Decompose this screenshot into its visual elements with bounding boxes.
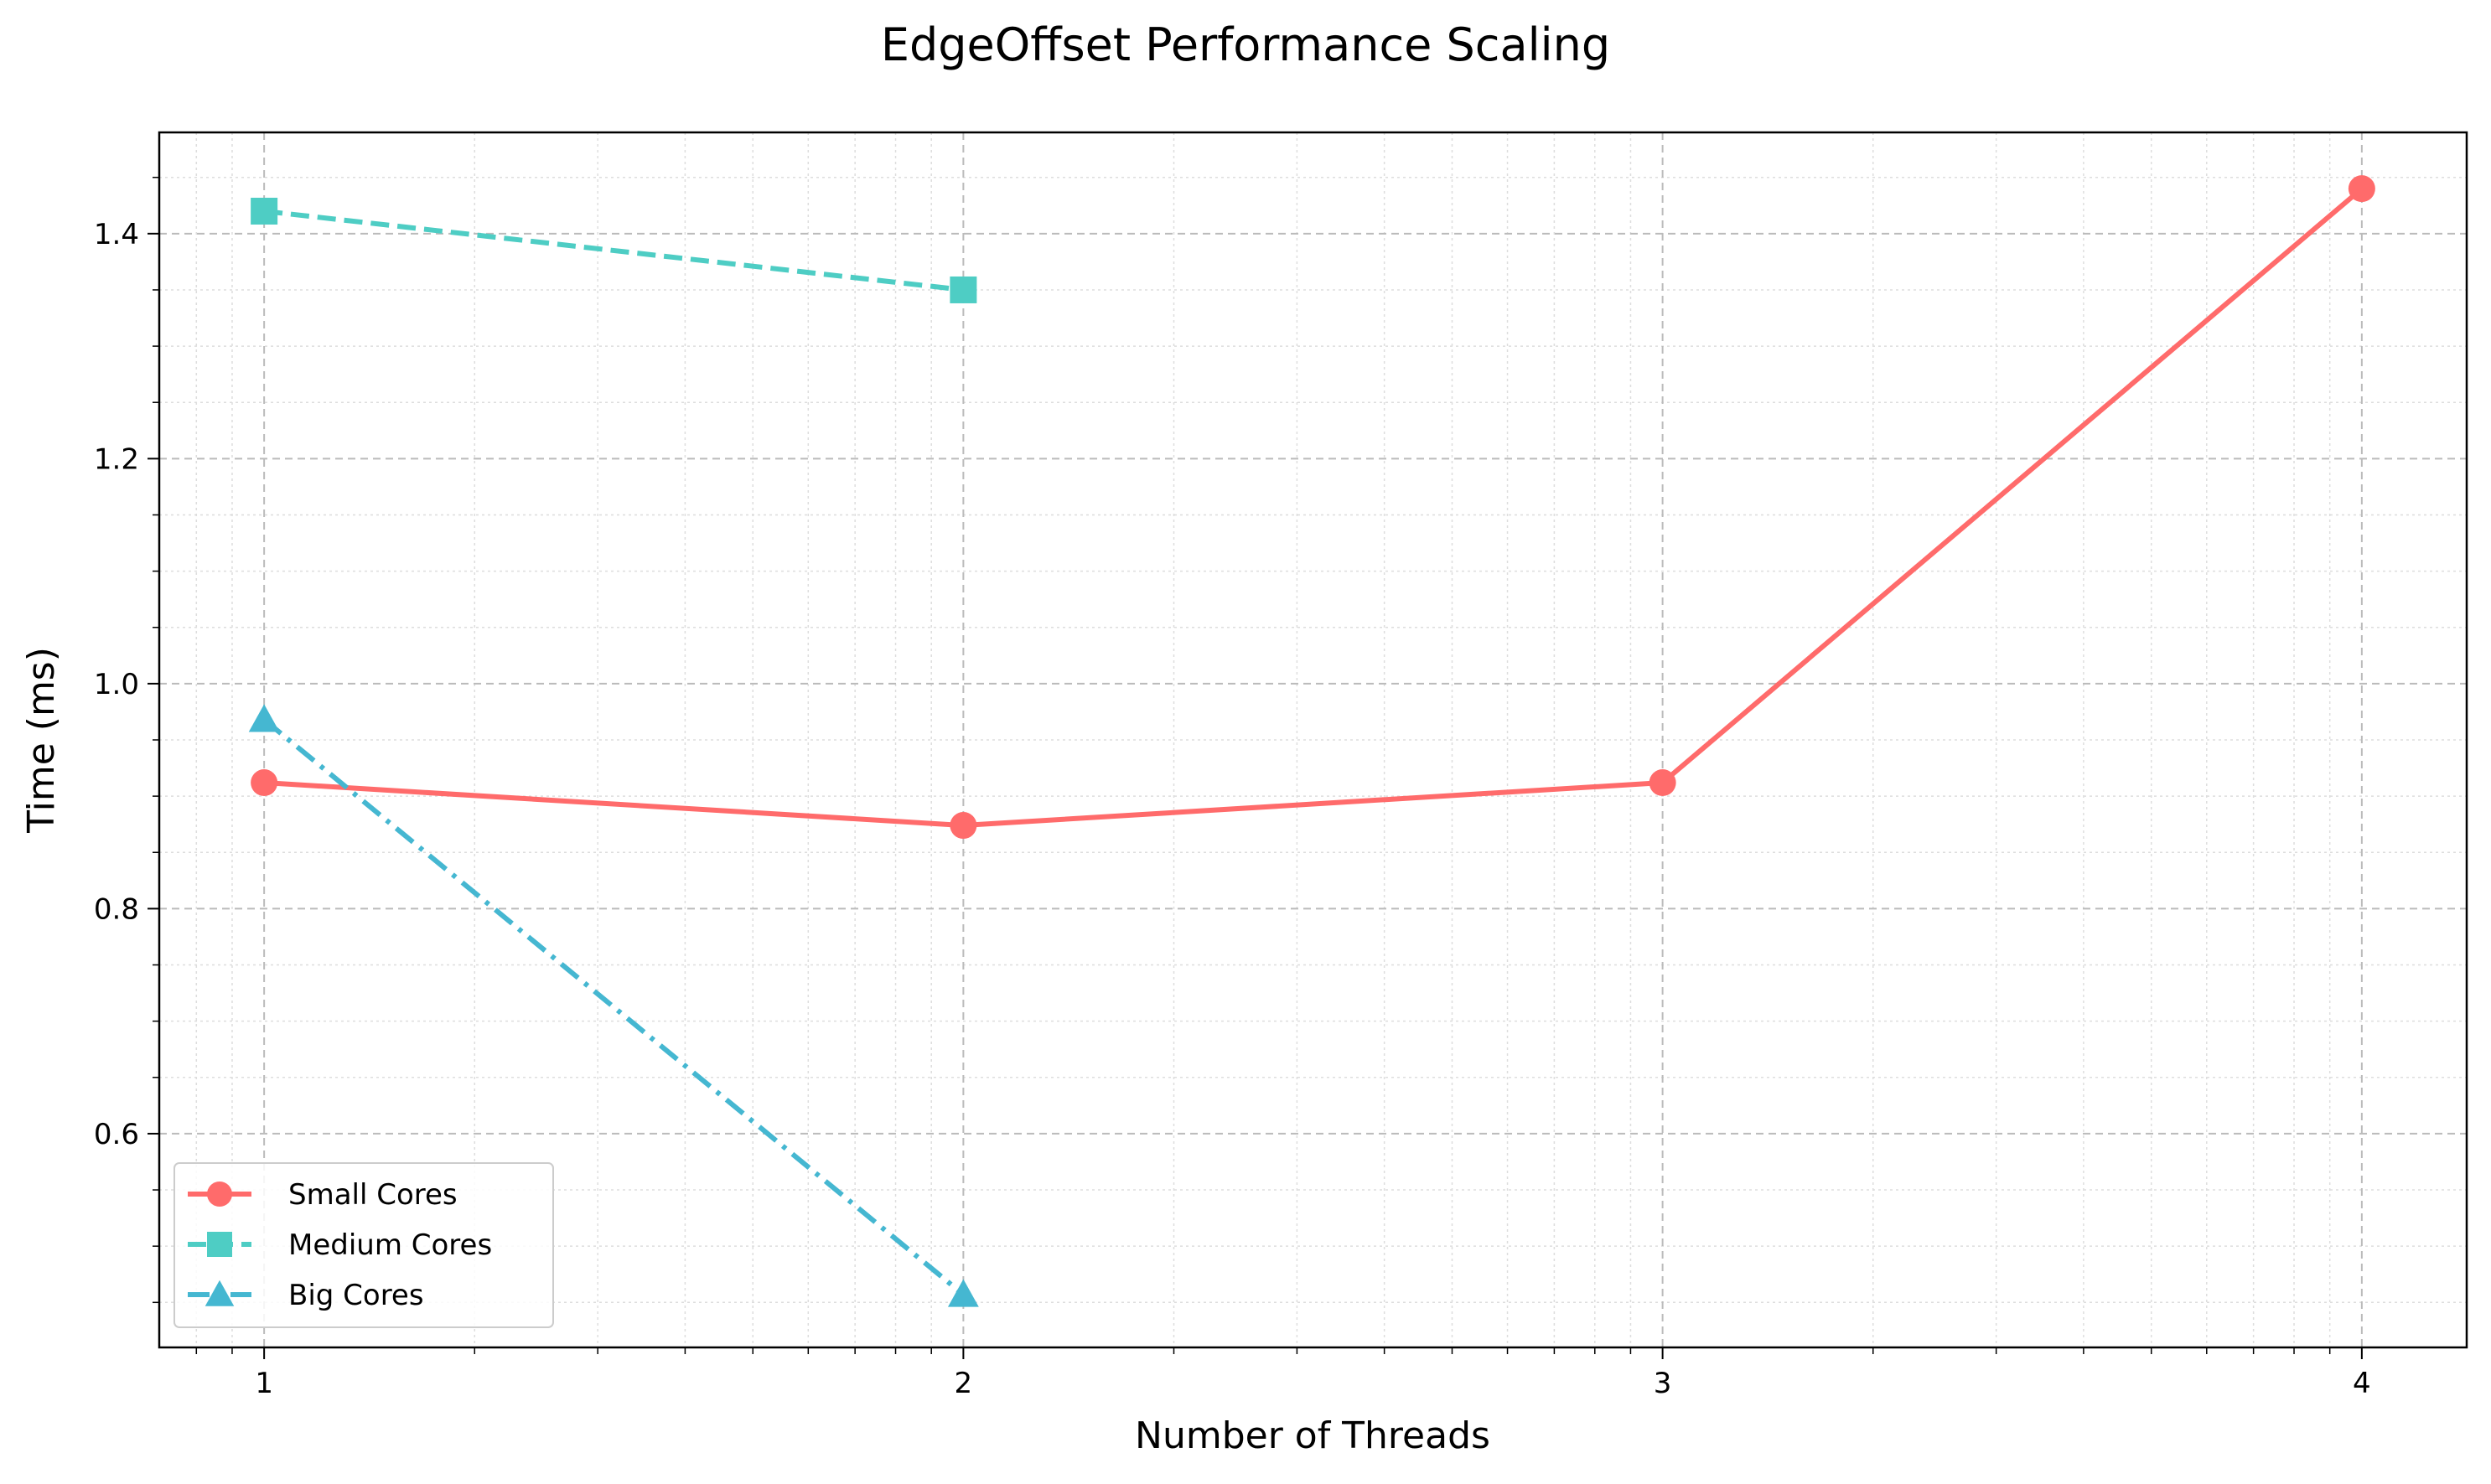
data-point-medium-cores	[950, 276, 977, 303]
data-point-small-cores	[1649, 769, 1676, 797]
data-point-small-cores	[251, 769, 278, 797]
legend-marker-small-cores	[207, 1182, 232, 1207]
y-axis-label: Time (ms)	[20, 647, 63, 834]
y-tick-label: 0.8	[94, 892, 139, 926]
legend-label-big-cores: Big Cores	[288, 1279, 424, 1312]
y-tick-label: 0.6	[94, 1118, 139, 1151]
x-tick-label: 2	[955, 1367, 973, 1400]
chart-title: EdgeOffset Performance Scaling	[881, 18, 1610, 71]
y-tick-label: 1.0	[94, 668, 139, 701]
legend-label-medium-cores: Medium Cores	[288, 1228, 492, 1262]
series-group	[248, 175, 2375, 1307]
axis-ticks: 1 2 3 4 0.6 0.8 1.0 1.2 1.4	[94, 176, 2371, 1400]
data-point-big-cores	[248, 704, 280, 732]
data-point-small-cores	[2348, 175, 2375, 203]
series-medium-cores	[251, 197, 977, 303]
legend: Small Cores Medium Cores Big Cores	[173, 1162, 554, 1328]
x-tick-label: 4	[2353, 1367, 2371, 1400]
y-tick-label: 1.2	[94, 442, 139, 476]
legend-marker-big-cores	[205, 1280, 235, 1306]
series-big-cores	[248, 704, 979, 1307]
data-point-medium-cores	[251, 197, 278, 225]
legend-box	[173, 1162, 554, 1328]
series-line-small-cores	[263, 186, 2364, 829]
grid	[159, 132, 2467, 1347]
series-small-cores	[251, 175, 2375, 840]
x-axis-label: Number of Threads	[1135, 1414, 1490, 1457]
y-tick-label: 1.4	[94, 218, 139, 251]
x-tick-label: 1	[255, 1367, 273, 1400]
legend-label-small-cores: Small Cores	[288, 1178, 458, 1212]
data-point-big-cores	[947, 1279, 979, 1307]
legend-marker-medium-cores	[207, 1232, 232, 1257]
series-line-medium-cores	[263, 209, 964, 292]
data-point-small-cores	[950, 812, 977, 840]
x-tick-label: 3	[1654, 1367, 1672, 1400]
